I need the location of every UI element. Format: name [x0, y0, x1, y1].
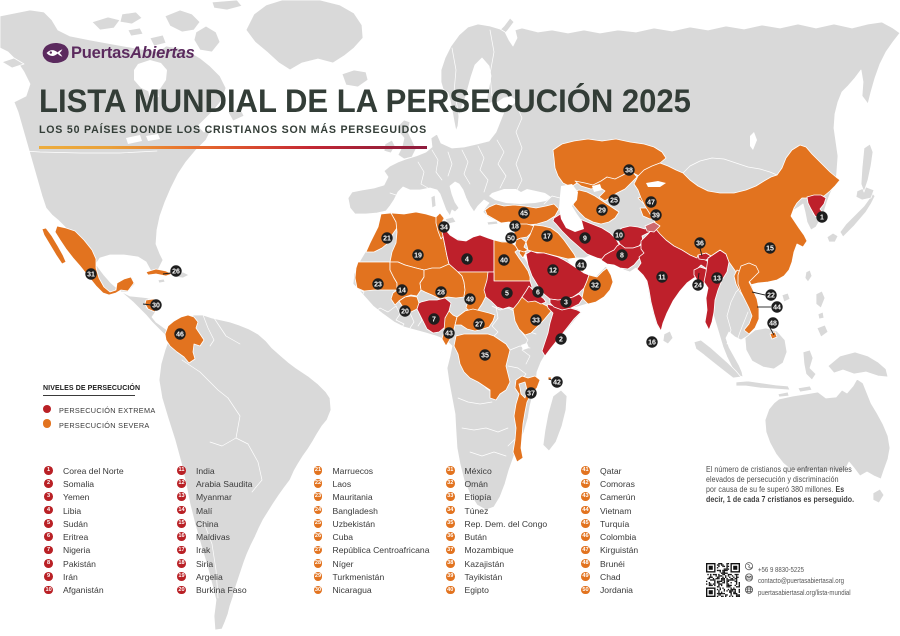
- svg-text:22: 22: [767, 293, 775, 300]
- svg-text:19: 19: [414, 253, 422, 260]
- svg-text:26: 26: [172, 269, 180, 276]
- svg-text:33: 33: [532, 318, 540, 325]
- svg-text:34: 34: [440, 225, 448, 232]
- svg-text:47: 47: [647, 200, 655, 207]
- svg-text:50: 50: [507, 236, 515, 243]
- svg-text:48: 48: [769, 321, 777, 328]
- svg-text:8: 8: [620, 253, 624, 260]
- svg-text:36: 36: [696, 241, 704, 248]
- svg-text:13: 13: [713, 276, 721, 283]
- svg-text:37: 37: [527, 391, 535, 398]
- svg-text:32: 32: [591, 283, 599, 290]
- svg-text:16: 16: [648, 340, 656, 347]
- svg-text:1: 1: [820, 215, 824, 222]
- svg-text:2: 2: [559, 337, 563, 344]
- svg-text:3: 3: [564, 300, 568, 307]
- svg-text:15: 15: [766, 246, 774, 253]
- svg-text:30: 30: [152, 303, 160, 310]
- svg-text:31: 31: [87, 272, 95, 279]
- svg-text:21: 21: [383, 236, 391, 243]
- svg-text:14: 14: [398, 288, 406, 295]
- svg-text:24: 24: [694, 283, 702, 290]
- svg-text:40: 40: [500, 258, 508, 265]
- svg-text:41: 41: [577, 263, 585, 270]
- svg-text:17: 17: [543, 234, 551, 241]
- svg-text:20: 20: [401, 309, 409, 316]
- svg-text:27: 27: [475, 322, 483, 329]
- svg-text:18: 18: [511, 224, 519, 231]
- svg-text:38: 38: [625, 168, 633, 175]
- svg-text:4: 4: [465, 257, 469, 264]
- svg-text:6: 6: [536, 290, 540, 297]
- svg-text:5: 5: [505, 291, 509, 298]
- svg-text:9: 9: [583, 236, 587, 243]
- svg-text:43: 43: [445, 331, 453, 338]
- svg-text:23: 23: [374, 282, 382, 289]
- svg-text:7: 7: [432, 317, 436, 324]
- svg-text:42: 42: [553, 380, 561, 387]
- svg-text:35: 35: [481, 353, 489, 360]
- svg-text:39: 39: [652, 213, 660, 220]
- svg-text:49: 49: [466, 297, 474, 304]
- svg-text:11: 11: [658, 275, 666, 282]
- svg-text:25: 25: [610, 198, 618, 205]
- svg-text:28: 28: [437, 290, 445, 297]
- svg-text:44: 44: [773, 305, 781, 312]
- svg-text:12: 12: [549, 268, 557, 275]
- svg-text:46: 46: [176, 332, 184, 339]
- svg-text:10: 10: [615, 233, 623, 240]
- svg-text:45: 45: [520, 211, 528, 218]
- svg-text:29: 29: [598, 208, 606, 215]
